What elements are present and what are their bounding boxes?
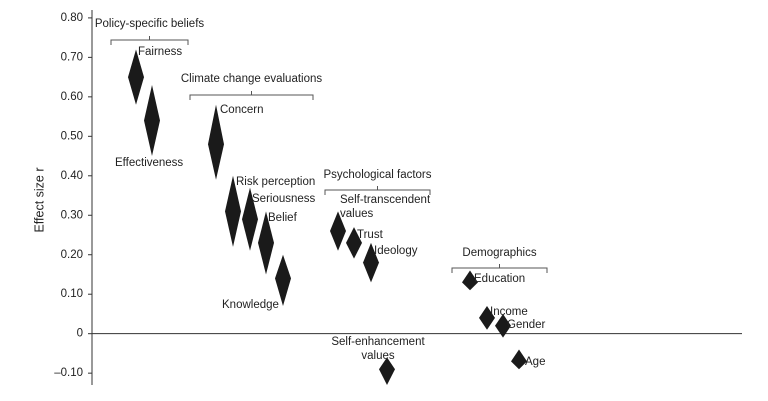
category-label: Trust	[357, 229, 384, 241]
y-tick-label: 0.70	[61, 51, 83, 63]
effect-diamond	[511, 349, 527, 370]
group-label: Psychological factors	[323, 169, 431, 181]
effect-diamond	[275, 254, 291, 307]
effect-diamond	[128, 49, 144, 105]
category-label: Knowledge	[222, 299, 279, 311]
effect-diamond	[462, 270, 478, 291]
y-tick-label: 0.30	[61, 209, 83, 221]
effect-diamond	[363, 242, 379, 283]
group-bracket	[110, 36, 189, 45]
category-label: Concern	[220, 104, 263, 116]
y-tick-label: 0.10	[61, 288, 83, 300]
effect-diamond	[495, 313, 511, 338]
y-tick-label: 0.20	[61, 249, 83, 261]
group-bracket	[189, 91, 314, 100]
effect-diamond	[258, 211, 274, 275]
y-axis-title: Effect size r	[32, 167, 46, 232]
effect-diamond	[479, 306, 495, 330]
y-tick-label: 0.50	[61, 130, 83, 142]
category-label: Self-transcendent values	[340, 194, 431, 220]
effect-diamond	[225, 175, 241, 247]
category-label: Effectiveness	[115, 157, 183, 169]
group-label: Climate change evaluations	[181, 73, 323, 85]
effect-diamond	[144, 85, 160, 157]
category-label: Self-enhancement values	[331, 336, 425, 362]
effect-diamond	[379, 357, 395, 385]
y-tick-label: 0.60	[61, 91, 83, 103]
category-label: Risk perception	[236, 176, 315, 188]
group-label: Policy-specific beliefs	[95, 18, 205, 30]
category-label: Gender	[507, 319, 546, 331]
category-label: Ideology	[374, 245, 418, 257]
category-label: Income	[490, 306, 528, 318]
effect-diamond	[346, 227, 362, 259]
y-tick-label: 0.80	[61, 12, 83, 24]
y-tick-label: –0.10	[54, 367, 83, 379]
effect-diamond	[242, 187, 258, 251]
category-label: Age	[525, 356, 545, 368]
effect-diamond	[330, 211, 346, 251]
effect-diamond	[208, 104, 224, 180]
category-label: Belief	[268, 212, 298, 224]
category-label: Education	[474, 273, 525, 285]
category-label: Fairness	[138, 46, 182, 58]
category-label: Seriousness	[252, 193, 316, 205]
group-bracket	[451, 264, 548, 273]
group-bracket	[324, 186, 431, 195]
y-tick-label: 0	[77, 328, 83, 340]
group-label: Demographics	[462, 247, 536, 259]
y-tick-label: 0.40	[61, 170, 83, 182]
